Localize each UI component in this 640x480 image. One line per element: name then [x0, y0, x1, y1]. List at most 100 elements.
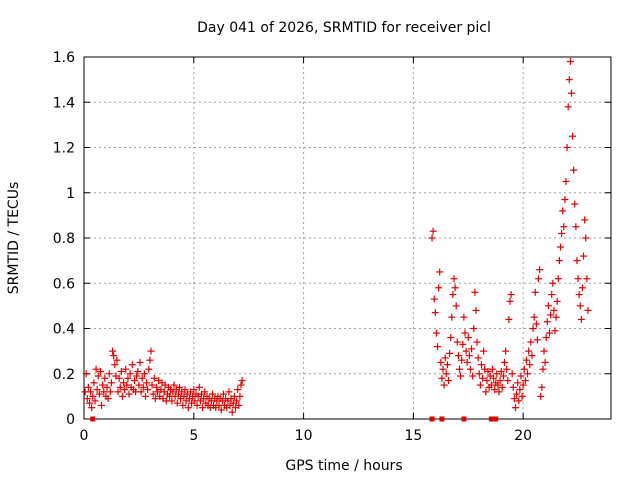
y-tick-label: 1.2 [53, 141, 75, 157]
data-points [81, 58, 592, 422]
data-point [455, 365, 463, 373]
data-point [428, 234, 436, 242]
data-point [88, 404, 96, 412]
data-point [544, 302, 552, 310]
data-point [105, 370, 113, 378]
data-point [515, 397, 523, 405]
data-point [91, 397, 99, 405]
data-point [184, 404, 192, 412]
data-point [431, 309, 439, 317]
data-point [474, 354, 482, 362]
data-point [496, 377, 504, 385]
data-point [484, 367, 492, 375]
data-point [458, 356, 466, 364]
data-point [141, 392, 149, 400]
zero-value-marker [488, 416, 494, 422]
data-point [195, 383, 203, 391]
data-point [123, 381, 131, 389]
y-tick-label: 0.2 [53, 367, 75, 383]
data-point [83, 395, 91, 403]
data-point [104, 395, 112, 403]
data-point [532, 320, 540, 328]
data-point [118, 392, 126, 400]
data-point [460, 313, 468, 321]
data-point [499, 372, 507, 380]
data-point [465, 352, 473, 360]
data-point [562, 177, 570, 185]
data-point [98, 401, 106, 409]
data-point [540, 347, 548, 355]
data-point [109, 347, 117, 355]
data-point [437, 358, 445, 366]
data-point [502, 347, 510, 355]
data-point [527, 338, 535, 346]
data-point [443, 361, 451, 369]
data-point [498, 383, 506, 391]
x-axis-label: GPS time / hours [285, 458, 402, 474]
zero-value-marker [439, 416, 445, 422]
data-point [480, 347, 488, 355]
data-point [101, 374, 109, 382]
data-point [434, 343, 442, 351]
data-point [106, 388, 114, 396]
data-point [516, 386, 524, 394]
data-point [571, 200, 579, 208]
data-point [509, 383, 517, 391]
data-point [538, 383, 546, 391]
data-point [111, 361, 119, 369]
data-point [576, 302, 584, 310]
data-point [441, 354, 449, 362]
data-point [448, 313, 456, 321]
x-tick-label: 5 [189, 428, 198, 444]
data-point [124, 374, 132, 382]
data-point [506, 297, 514, 305]
data-point [82, 370, 90, 378]
data-point [131, 377, 139, 385]
data-point [561, 196, 569, 204]
data-point [92, 365, 100, 373]
data-point [529, 325, 537, 332]
data-point [84, 383, 92, 391]
data-point [235, 401, 243, 409]
data-point [479, 374, 487, 382]
data-point [578, 284, 586, 292]
data-point [491, 386, 499, 394]
data-point [468, 345, 476, 353]
data-point [547, 311, 555, 319]
data-point [565, 76, 573, 84]
data-point [461, 329, 469, 337]
data-point [466, 365, 474, 373]
x-axis-ticks: 0 5 10 15 20 [80, 57, 532, 444]
data-point [442, 370, 450, 378]
y-tick-label: 0.6 [53, 276, 75, 292]
data-point [525, 347, 533, 355]
data-point [563, 144, 571, 151]
y-tick-label: 0.8 [53, 231, 75, 247]
data-point [126, 370, 134, 378]
x-tick-label: 0 [80, 428, 89, 444]
data-point [535, 275, 543, 283]
data-point [550, 306, 558, 314]
data-point [133, 372, 141, 380]
data-point [99, 381, 107, 389]
data-point [462, 347, 470, 355]
data-point [510, 395, 518, 403]
data-point [150, 374, 158, 382]
data-point [552, 313, 560, 321]
data-point [179, 401, 187, 409]
data-point [116, 383, 124, 391]
data-point [451, 284, 459, 292]
data-point [435, 284, 443, 292]
data-point [531, 288, 539, 296]
data-point [152, 383, 160, 391]
data-point [114, 388, 122, 396]
data-point [495, 388, 503, 396]
chart-title: Day 041 of 2026, SRMTID for receiver pic… [197, 20, 491, 36]
data-point [234, 386, 242, 394]
data-point [134, 367, 142, 375]
data-point [93, 386, 101, 394]
data-point [556, 243, 564, 251]
data-point [115, 374, 123, 382]
data-point [470, 325, 478, 332]
data-point [542, 334, 550, 342]
